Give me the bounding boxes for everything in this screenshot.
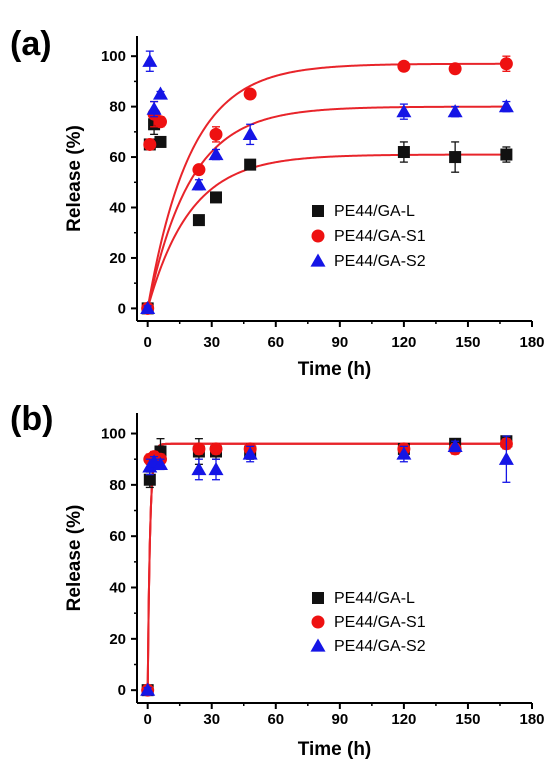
data-point-S1 bbox=[153, 115, 167, 129]
data-point-S2 bbox=[447, 438, 463, 452]
legend-marker-S2 bbox=[310, 253, 326, 267]
fit-curve-L bbox=[146, 153, 507, 309]
x-tick-label: 150 bbox=[455, 711, 480, 728]
data-point-L bbox=[154, 135, 167, 148]
legend-label: PE44/GA-S1 bbox=[334, 228, 426, 245]
legend-label: PE44/GA-L bbox=[334, 590, 415, 607]
x-tick-label: 60 bbox=[267, 334, 284, 351]
fit-curve-S2 bbox=[146, 442, 507, 691]
y-tick-label: 100 bbox=[101, 48, 126, 65]
y-tick-label: 40 bbox=[109, 200, 126, 217]
data-point-S2 bbox=[208, 461, 224, 476]
legend-label: PE44/GA-L bbox=[334, 203, 415, 220]
panel-label: (b) bbox=[10, 400, 53, 438]
x-tick-label: 90 bbox=[331, 711, 348, 728]
y-tick-label: 20 bbox=[109, 250, 126, 267]
fit-curve-S1 bbox=[146, 442, 507, 691]
data-point-L bbox=[500, 148, 513, 161]
data-point-S2 bbox=[152, 456, 168, 470]
y-tick-label: 80 bbox=[109, 477, 126, 494]
data-point-S1 bbox=[209, 442, 223, 456]
y-axis-title: Release (%) bbox=[64, 505, 85, 612]
data-point-L bbox=[210, 191, 222, 204]
y-tick-label: 0 bbox=[118, 300, 126, 317]
x-tick-label: 30 bbox=[203, 334, 220, 351]
data-point-S2 bbox=[152, 86, 168, 100]
y-tick-label: 80 bbox=[109, 99, 126, 116]
data-point-S2 bbox=[447, 104, 463, 118]
data-point-L bbox=[397, 146, 410, 159]
legend-marker-S1 bbox=[311, 615, 325, 629]
data-point-S2 bbox=[396, 104, 412, 118]
series-S1 bbox=[141, 437, 513, 697]
data-point-L bbox=[192, 214, 205, 227]
series-S2 bbox=[140, 435, 514, 696]
x-tick-label: 120 bbox=[391, 334, 416, 351]
x-tick-label: 90 bbox=[331, 334, 348, 351]
data-point-S1 bbox=[448, 62, 462, 76]
data-point-S2 bbox=[396, 446, 412, 460]
data-point-S2 bbox=[191, 461, 207, 476]
x-tick-label: 30 bbox=[203, 711, 220, 728]
x-tick-label: 120 bbox=[391, 711, 416, 728]
data-point-S2 bbox=[208, 147, 224, 161]
y-tick-label: 60 bbox=[109, 528, 126, 545]
legend-marker-S1 bbox=[311, 229, 325, 243]
data-point-S2 bbox=[140, 300, 156, 315]
data-point-S2 bbox=[498, 451, 514, 465]
data-point-S1 bbox=[499, 57, 513, 71]
data-point-S1 bbox=[397, 59, 411, 73]
x-tick-label: 0 bbox=[144, 334, 152, 351]
data-point-S1 bbox=[243, 87, 257, 101]
x-tick-label: 0 bbox=[144, 711, 152, 728]
series-S2 bbox=[140, 50, 514, 315]
data-point-S1 bbox=[192, 442, 206, 456]
legend-label: PE44/GA-S2 bbox=[334, 253, 426, 270]
data-point-S1 bbox=[192, 163, 206, 177]
data-point-L bbox=[143, 473, 156, 486]
data-point-S2 bbox=[142, 53, 158, 67]
fit-curve-L bbox=[146, 442, 507, 691]
data-point-S2 bbox=[140, 682, 156, 696]
data-point-S2 bbox=[146, 101, 162, 115]
y-tick-label: 20 bbox=[109, 631, 126, 648]
x-axis-title: Time (h) bbox=[298, 359, 372, 380]
y-tick-label: 0 bbox=[118, 682, 126, 699]
data-point-S2 bbox=[498, 99, 514, 113]
data-point-S2 bbox=[242, 446, 258, 460]
x-tick-label: 150 bbox=[455, 334, 480, 351]
x-tick-label: 180 bbox=[519, 334, 544, 351]
legend-marker-S2 bbox=[310, 638, 326, 652]
legend-label: PE44/GA-S2 bbox=[334, 638, 426, 655]
data-point-S2 bbox=[191, 177, 207, 191]
x-axis-title: Time (h) bbox=[298, 739, 372, 760]
x-tick-label: 180 bbox=[519, 711, 544, 728]
data-point-S1 bbox=[143, 137, 157, 151]
panel-label: (a) bbox=[10, 25, 52, 63]
data-point-S2 bbox=[242, 126, 258, 140]
legend-marker-L bbox=[312, 205, 324, 217]
data-point-S1 bbox=[209, 127, 223, 141]
x-tick-label: 60 bbox=[267, 711, 284, 728]
y-axis-title: Release (%) bbox=[64, 125, 85, 232]
chart-panel-0: (a) 0 20 40 60 80 100 0 30 60 90 120 150 180 Time (h) R… bbox=[10, 25, 545, 380]
y-tick-label: 100 bbox=[101, 426, 126, 443]
y-tick-label: 40 bbox=[109, 580, 126, 597]
data-point-L bbox=[244, 158, 257, 171]
legend-marker-L bbox=[312, 592, 324, 604]
fit-curve-S1 bbox=[146, 62, 507, 309]
y-tick-label: 60 bbox=[109, 149, 126, 166]
fit-curve-S2 bbox=[146, 105, 507, 309]
series-L bbox=[141, 113, 513, 315]
legend-label: PE44/GA-S1 bbox=[334, 614, 426, 631]
data-point-L bbox=[449, 151, 462, 164]
chart-panel-1: (b) 0 20 40 60 80 100 0 30 60 90 120 150 180 Time (h) R… bbox=[10, 400, 545, 760]
